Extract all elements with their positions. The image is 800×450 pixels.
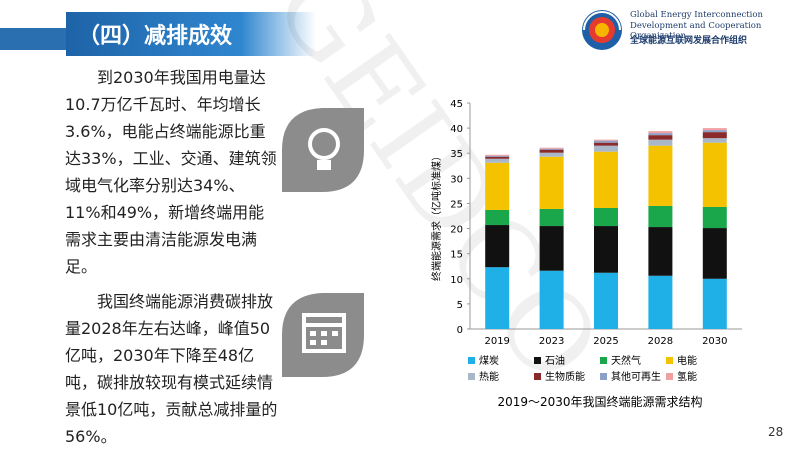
- bar-segment: [702, 142, 727, 207]
- logo-globe: [582, 10, 622, 50]
- bar-segment: [485, 154, 510, 156]
- y-tick-label: 10: [450, 275, 463, 286]
- y-tick-label: 20: [450, 225, 463, 236]
- bar-segment: [648, 145, 673, 206]
- bar-segment: [539, 156, 564, 209]
- bar-segment: [485, 156, 510, 159]
- bar-segment: [485, 155, 510, 157]
- bar-segment: [539, 149, 564, 153]
- bar-segment: [539, 226, 564, 271]
- bar-segment: [648, 131, 673, 134]
- x-tick-label: 2030: [702, 336, 727, 347]
- x-tick-label: 2023: [539, 336, 564, 347]
- bar-segment: [594, 139, 618, 141]
- bar-segment: [594, 140, 618, 143]
- y-tick-label: 35: [450, 149, 463, 160]
- bar-segment: [702, 138, 727, 143]
- y-tick-label: 25: [450, 199, 463, 210]
- x-tick-label: 2025: [593, 336, 618, 347]
- bar-segment: [702, 128, 727, 131]
- bar-segment: [539, 208, 564, 227]
- bar-segment: [702, 132, 727, 139]
- paragraph: 我国终端能源消费碳排放量2028年左右达峰，峰值50亿吨，2030年下降至48亿…: [65, 292, 278, 446]
- calendar-icon: [282, 293, 364, 377]
- bar-segment: [485, 209, 510, 226]
- legend-label: 氢能: [677, 370, 697, 383]
- logo-text-1: Global Energy Interconnection: [630, 10, 763, 20]
- bar-segment: [485, 267, 510, 329]
- legend-label: 其他可再生: [611, 370, 661, 383]
- legend-label: 天然气: [611, 354, 641, 367]
- bar-segment: [594, 226, 618, 273]
- y-tick-label: 30: [450, 174, 463, 185]
- bar-segment: [648, 275, 673, 329]
- legend-swatch: [468, 357, 475, 364]
- bar-segment: [702, 278, 727, 329]
- legend-label: 生物质能: [545, 370, 585, 383]
- header-box: [66, 12, 316, 56]
- legend-label: 煤炭: [479, 354, 499, 367]
- bar-segment: [594, 151, 618, 208]
- bar-segment: [539, 152, 564, 157]
- bar-segment: [594, 142, 618, 146]
- x-tick-label: 2028: [648, 336, 673, 347]
- bar-segment: [539, 147, 564, 149]
- legend-swatch: [600, 373, 607, 380]
- bar-segment: [648, 133, 673, 136]
- bar-segment: [702, 206, 727, 229]
- bar-segment: [648, 227, 673, 276]
- header-strip: [0, 28, 66, 50]
- logo-text-3: 全球能源互联网发展合作组织: [630, 36, 748, 46]
- bar-segment: [648, 205, 673, 228]
- page-number: 28: [768, 425, 784, 439]
- bar-segment: [485, 162, 510, 210]
- paragraph: 到2030年我国用电量达10.7万亿千瓦时、年均增长3.6%，电能占终端能源比重…: [65, 68, 277, 276]
- legend-swatch: [534, 357, 541, 364]
- bar-segment: [702, 228, 727, 279]
- header-title: （四）减排成效: [78, 24, 233, 49]
- bar-segment: [539, 148, 564, 150]
- bar-segment: [702, 130, 727, 133]
- y-tick-label: 0: [457, 325, 463, 336]
- bar-segment: [648, 135, 673, 140]
- legend-swatch: [666, 373, 673, 380]
- bulb-icon: [282, 108, 364, 192]
- logo-text-2: Development and Cooperation Organization: [630, 21, 762, 41]
- bar-segment: [539, 270, 564, 329]
- y-axis-label: 终端能源需求（亿吨标准煤）: [430, 151, 443, 281]
- y-tick-label: 15: [450, 250, 463, 261]
- bar-segment: [594, 145, 618, 152]
- bar-segment: [485, 158, 510, 163]
- legend-label: 电能: [677, 354, 697, 367]
- legend-label: 热能: [479, 370, 499, 383]
- chart-title: 2019～2030年我国终端能源需求结构: [497, 394, 702, 409]
- bar-segment: [648, 139, 673, 146]
- legend-swatch: [666, 357, 673, 364]
- bar-segment: [594, 207, 618, 227]
- legend-swatch: [468, 373, 475, 380]
- y-tick-label: 5: [457, 300, 463, 311]
- legend-label: 石油: [545, 354, 565, 367]
- y-tick-label: 45: [450, 99, 463, 110]
- legend-swatch: [534, 373, 541, 380]
- bar-segment: [594, 272, 618, 329]
- y-tick-label: 40: [450, 124, 463, 135]
- bar-segment: [485, 225, 510, 268]
- legend-swatch: [600, 357, 607, 364]
- x-tick-label: 2019: [484, 336, 509, 347]
